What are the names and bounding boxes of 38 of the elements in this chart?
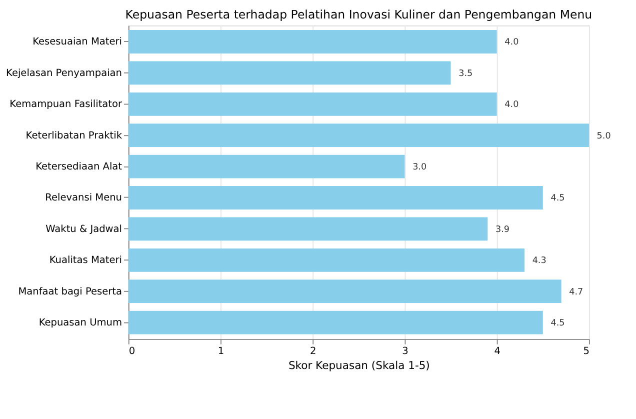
data-label: 4.0 (504, 38, 520, 48)
y-tick-label: Relevansi Menu (45, 192, 122, 204)
bar (128, 248, 524, 272)
y-tick-label: Kesesuaian Materi (32, 36, 122, 48)
chart-title: Kepuasan Peserta terhadap Pelatihan Inovasi Kuliner dan Pengembangan Menu (125, 7, 592, 22)
data-label: 5.0 (596, 131, 612, 142)
x-axis-title: Skor Kepuasan (Skala 1-5) (288, 358, 430, 372)
data-label: 4.0 (504, 100, 520, 110)
x-tick-label: 0 (128, 346, 136, 358)
bar (128, 124, 589, 148)
data-label: 4.3 (532, 256, 546, 266)
y-tick-label: Ketersediaan Alat (36, 161, 122, 172)
x-tick-label: 2 (310, 346, 316, 358)
data-label: 4.5 (550, 318, 565, 329)
y-tick-label: Manfaat bagi Peserta (18, 286, 122, 298)
data-label: 4.7 (569, 287, 584, 298)
bar (128, 30, 497, 54)
y-tick-label: Waktu & Jadwal (46, 224, 122, 235)
bar (128, 280, 562, 304)
data-label: 4.5 (550, 194, 565, 204)
data-label: 3.9 (495, 224, 510, 235)
y-tick-label: Kejelasan Penyampaian (6, 68, 122, 79)
bar (128, 186, 543, 210)
bar (128, 92, 497, 116)
y-tick-label: Kepuasan Umum (38, 318, 122, 329)
x-tick-label: 3 (402, 346, 408, 358)
bar (128, 310, 543, 334)
data-label: 3.5 (458, 68, 473, 79)
x-tick-label: 4 (494, 346, 500, 358)
y-tick-label: Kemampuan Fasilitator (10, 99, 123, 110)
bar (128, 61, 451, 85)
y-tick-label: Kualitas Materi (49, 255, 122, 266)
x-tick-label: 5 (583, 346, 590, 358)
data-label: 3.0 (412, 162, 427, 172)
x-tick-label: 1 (218, 346, 224, 358)
bar (128, 154, 405, 178)
y-tick-label: Keterlibatan Praktik (26, 130, 122, 142)
bar (128, 217, 488, 241)
